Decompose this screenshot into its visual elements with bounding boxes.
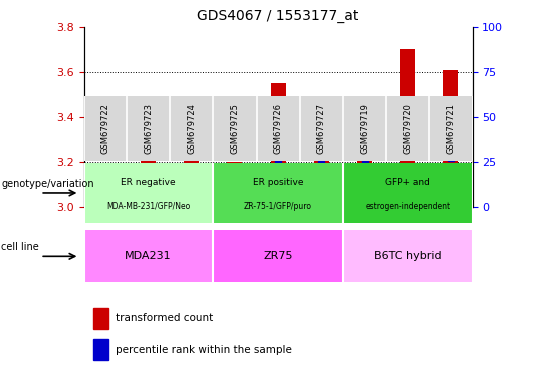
Bar <box>84 230 213 282</box>
Text: MDA-MB-231/GFP/Neo: MDA-MB-231/GFP/Neo <box>106 202 191 210</box>
Title: GDS4067 / 1553177_at: GDS4067 / 1553177_at <box>198 9 359 23</box>
Text: GSM679720: GSM679720 <box>403 103 412 154</box>
Text: ZR-75-1/GFP/puro: ZR-75-1/GFP/puro <box>244 202 312 210</box>
Bar <box>314 101 329 207</box>
Bar <box>93 308 109 328</box>
Bar <box>98 196 113 207</box>
Bar <box>184 117 199 207</box>
Text: genotype/variation: genotype/variation <box>1 179 94 189</box>
Text: GSM679723: GSM679723 <box>144 103 153 154</box>
Bar <box>141 124 156 207</box>
Bar <box>400 50 415 207</box>
Bar <box>84 163 213 223</box>
Text: B6TC hybrid: B6TC hybrid <box>374 251 442 262</box>
Text: GSM679727: GSM679727 <box>317 103 326 154</box>
Bar <box>343 163 472 223</box>
Text: ZR75: ZR75 <box>264 251 293 262</box>
Text: MDA231: MDA231 <box>125 251 172 262</box>
Bar <box>357 113 372 207</box>
Bar <box>443 70 458 207</box>
Bar <box>213 230 343 282</box>
Text: GSM679719: GSM679719 <box>360 103 369 154</box>
Text: ER positive: ER positive <box>253 178 303 187</box>
Text: estrogen-independent: estrogen-independent <box>365 202 450 210</box>
Text: GSM679721: GSM679721 <box>447 103 455 154</box>
Text: GSM679722: GSM679722 <box>101 103 110 154</box>
Text: GSM679724: GSM679724 <box>187 103 196 154</box>
Bar <box>93 339 109 360</box>
Bar <box>343 230 472 282</box>
Text: GFP+ and: GFP+ and <box>385 178 430 187</box>
Text: ER negative: ER negative <box>121 178 176 187</box>
Bar <box>271 83 286 207</box>
Bar <box>227 162 242 207</box>
Text: percentile rank within the sample: percentile rank within the sample <box>116 345 292 355</box>
Text: GSM679725: GSM679725 <box>231 103 239 154</box>
Bar <box>213 163 343 223</box>
Text: cell line: cell line <box>1 242 39 253</box>
Text: transformed count: transformed count <box>116 313 213 323</box>
Text: GSM679726: GSM679726 <box>274 103 282 154</box>
